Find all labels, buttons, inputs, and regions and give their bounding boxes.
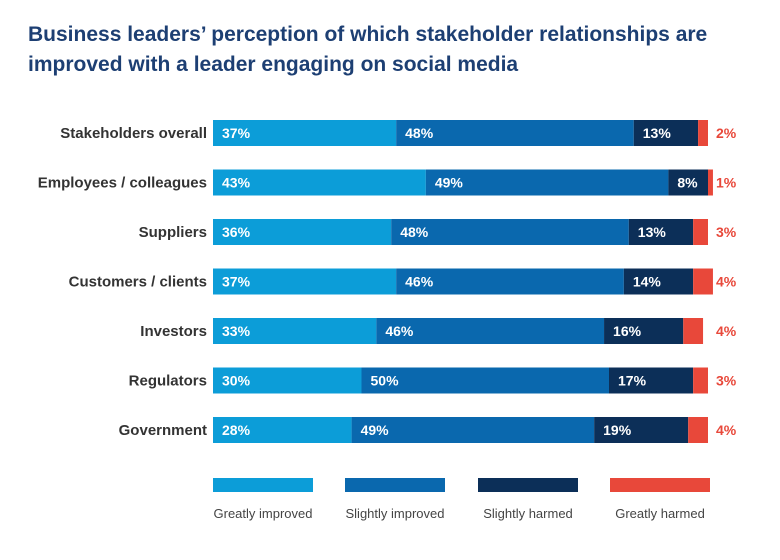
bar-segment-slightly-harmed xyxy=(668,169,708,196)
category-label: Government xyxy=(119,422,207,439)
category-label: Regulators xyxy=(129,373,207,390)
legend-item-slightly-improved: Slightly improved xyxy=(345,478,445,521)
bar-row-suppliers: Suppliers 36% 48% 13% 3% xyxy=(139,219,737,245)
data-label: 49% xyxy=(435,175,464,191)
data-label: 4% xyxy=(716,422,737,438)
data-label: 2% xyxy=(716,125,737,141)
data-label: 17% xyxy=(618,373,647,389)
legend-swatch xyxy=(478,478,578,492)
legend-label: Greatly improved xyxy=(214,506,313,521)
bar-segment-greatly-improved xyxy=(213,219,392,245)
bar-segment-greatly-harmed xyxy=(698,120,708,146)
data-label: 36% xyxy=(222,224,251,240)
legend-item-greatly-harmed: Greatly harmed xyxy=(610,478,710,521)
bar-row-employees-colleagues: Employees / colleagues 43% 49% 8% 1% xyxy=(38,169,737,196)
bar-segment-greatly-improved xyxy=(213,169,426,196)
bar-segment-slightly-improved xyxy=(376,318,605,344)
bar-segment-slightly-improved xyxy=(361,367,609,394)
bar-row-government: Government 28% 49% 19% 4% xyxy=(119,417,737,443)
bar-segment-slightly-improved xyxy=(391,219,629,245)
legend-label: Slightly harmed xyxy=(483,506,573,521)
legend-swatch xyxy=(345,478,445,492)
data-label: 46% xyxy=(405,274,434,290)
legend-label: Slightly improved xyxy=(346,506,445,521)
bar-segment-greatly-harmed xyxy=(693,268,713,295)
bar-segment-slightly-harmed xyxy=(604,318,684,344)
bar-segment-slightly-improved xyxy=(396,268,624,295)
bar-segment-slightly-improved xyxy=(425,169,669,196)
bar-segment-greatly-harmed xyxy=(693,367,708,394)
bar-segment-greatly-improved xyxy=(213,318,377,344)
category-label: Customers / clients xyxy=(69,274,207,291)
legend-swatch xyxy=(213,478,313,492)
bar-segment-slightly-harmed xyxy=(623,268,694,295)
data-label: 49% xyxy=(361,422,390,438)
data-label: 50% xyxy=(371,373,400,389)
data-label: 30% xyxy=(222,373,251,389)
legend-label: Greatly harmed xyxy=(615,506,705,521)
data-label: 48% xyxy=(405,125,434,141)
data-label: 4% xyxy=(716,323,737,339)
data-label: 16% xyxy=(613,323,642,339)
data-label: 33% xyxy=(222,323,251,339)
data-label: 28% xyxy=(222,422,251,438)
data-label: 4% xyxy=(716,274,737,290)
bar-segment-greatly-improved xyxy=(213,120,397,146)
data-label: 8% xyxy=(677,175,698,191)
bar-row-regulators: Regulators 30% 50% 17% 3% xyxy=(129,367,737,394)
legend-item-greatly-improved: Greatly improved xyxy=(213,478,313,521)
data-label: 48% xyxy=(400,224,429,240)
bars-layer: Stakeholders overall 37% 48% 13% 2% Employees… xyxy=(38,120,737,443)
bar-segment-slightly-harmed xyxy=(594,417,689,443)
data-label: 19% xyxy=(603,422,632,438)
bar-row-customers-clients: Customers / clients 37% 46% 14% 4% xyxy=(69,268,737,295)
legend: Greatly improved Slightly improved Slightl… xyxy=(213,478,710,521)
data-label: 13% xyxy=(643,125,672,141)
bar-segment-greatly-improved xyxy=(213,268,397,295)
data-label: 3% xyxy=(716,373,737,389)
chart-title: Business leaders’ perception of which st… xyxy=(28,23,708,76)
bar-segment-slightly-harmed xyxy=(609,367,694,394)
data-label: 37% xyxy=(222,125,251,141)
data-label: 46% xyxy=(385,323,414,339)
legend-swatch xyxy=(610,478,710,492)
data-label: 14% xyxy=(633,274,662,290)
category-label: Stakeholders overall xyxy=(60,125,207,142)
category-label: Employees / colleagues xyxy=(38,175,207,192)
bar-segment-greatly-harmed xyxy=(688,417,708,443)
data-label: 1% xyxy=(716,175,737,191)
category-label: Suppliers xyxy=(139,224,207,241)
bar-row-stakeholders-overall: Stakeholders overall 37% 48% 13% 2% xyxy=(60,120,737,146)
bar-segment-slightly-improved xyxy=(396,120,634,146)
bar-segment-greatly-harmed xyxy=(683,318,704,344)
bar-segment-greatly-improved xyxy=(213,367,362,394)
data-label: 43% xyxy=(222,175,251,191)
legend-item-slightly-harmed: Slightly harmed xyxy=(478,478,578,521)
bar-segment-slightly-harmed xyxy=(633,120,699,146)
data-label: 13% xyxy=(638,224,667,240)
bar-segment-greatly-harmed xyxy=(708,169,713,196)
data-label: 37% xyxy=(222,274,251,290)
category-label: Investors xyxy=(140,323,207,340)
data-label: 3% xyxy=(716,224,737,240)
bar-segment-greatly-harmed xyxy=(693,219,708,245)
bar-segment-slightly-harmed xyxy=(628,219,694,245)
bar-segment-slightly-improved xyxy=(351,417,595,443)
bar-row-investors: Investors 33% 46% 16% 4% xyxy=(140,318,737,344)
bar-segment-greatly-improved xyxy=(213,417,352,443)
